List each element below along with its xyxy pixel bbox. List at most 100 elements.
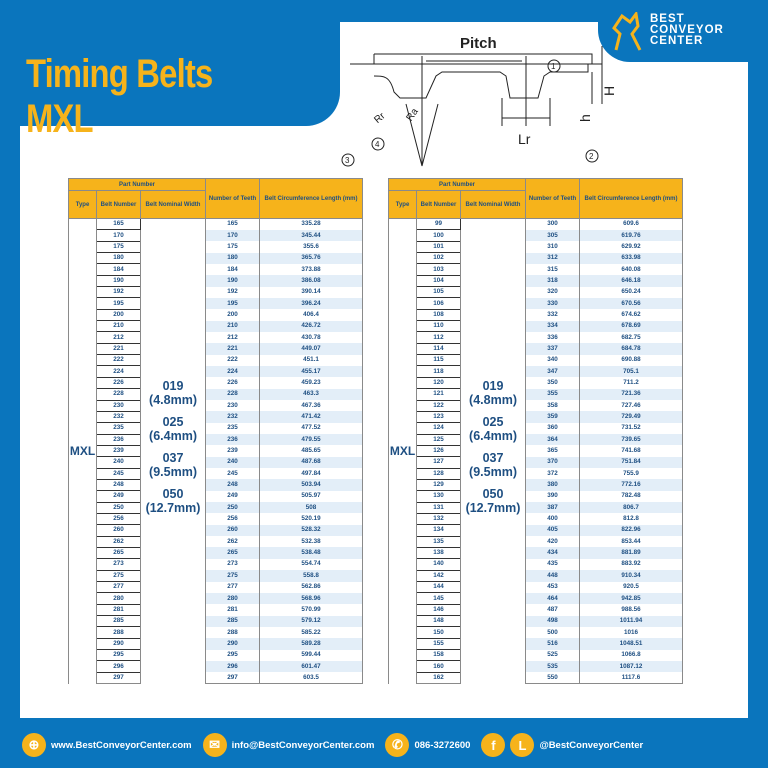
email-link[interactable]: info@BestConveyorCenter.com xyxy=(231,739,375,751)
length-cell: 386.08 xyxy=(259,275,363,287)
table-row: 102 312 633.98 xyxy=(389,252,683,265)
length-cell: 568.96 xyxy=(259,592,363,605)
belt-number-cell: 212 xyxy=(96,331,141,344)
belt-number-cell: 224 xyxy=(96,365,141,378)
belt-table-left: Part Number Number of Teeth Belt Circumf… xyxy=(67,178,363,685)
website-link[interactable]: www.BestConveyorCenter.com xyxy=(51,739,192,751)
teeth-cell: 245 xyxy=(205,468,261,480)
length-cell: 684.78 xyxy=(579,343,683,355)
length-cell: 633.98 xyxy=(579,252,683,264)
belt-number-cell: 124 xyxy=(416,422,461,435)
length-cell: 822.96 xyxy=(579,524,683,537)
length-cell: 751.84 xyxy=(579,456,683,469)
teeth-cell: 550 xyxy=(525,672,581,685)
belt-number-cell: 184 xyxy=(96,263,141,276)
belt-number-cell: 120 xyxy=(416,376,461,390)
width-option: 037 (9.5mm) xyxy=(469,451,517,480)
header-part-number: Part Number xyxy=(67,178,207,191)
length-cell: 477.52 xyxy=(259,422,363,435)
length-cell: 503.94 xyxy=(259,479,363,491)
length-cell: 682.75 xyxy=(579,331,683,344)
length-cell: 782.48 xyxy=(579,490,683,503)
teeth-cell: 387 xyxy=(525,502,581,514)
header-nominal-width: Belt Nominal Width xyxy=(459,190,527,219)
teeth-cell: 405 xyxy=(525,524,581,537)
table-row: 222 222 451.1 xyxy=(69,354,363,367)
table-row: 232 232 471.42 xyxy=(69,410,363,424)
h-label: h xyxy=(577,114,593,122)
teeth-cell: 453 xyxy=(525,581,581,593)
belt-number-cell: 122 xyxy=(416,399,461,412)
table-row: 240 240 487.68 xyxy=(69,456,363,469)
belt-number-cell: 135 xyxy=(416,535,461,548)
pitch-label: Pitch xyxy=(460,36,497,52)
table-row: 146 487 988.56 xyxy=(389,603,683,617)
length-cell: 1048.51 xyxy=(579,638,683,650)
teeth-cell: 226 xyxy=(205,377,261,389)
length-cell: 705.1 xyxy=(579,365,683,378)
header-teeth: Number of Teeth xyxy=(525,178,581,219)
length-cell: 1066.8 xyxy=(579,649,683,661)
table-row: 190 190 386.08 xyxy=(69,274,363,288)
belt-number-cell: 108 xyxy=(416,308,461,322)
teeth-cell: 210 xyxy=(205,320,261,332)
length-cell: 508 xyxy=(259,502,363,514)
teeth-cell: 390 xyxy=(525,490,581,503)
length-cell: 471.42 xyxy=(259,411,363,423)
width-option: 025 (6.4mm) xyxy=(469,415,517,444)
width-option: 019 (4.8mm) xyxy=(149,379,197,408)
belt-profile-diagram: Pitch Lr h H Rr Ra 1 2 3 4 xyxy=(341,36,617,167)
length-cell: 1117.6 xyxy=(579,672,683,685)
length-cell: 459.23 xyxy=(259,377,363,389)
teeth-cell: 355 xyxy=(525,388,581,400)
belt-number-cell: 129 xyxy=(416,478,461,492)
header-part-number: Part Number xyxy=(387,178,527,191)
nominal-width-cell: 019 (4.8mm) 025 (6.4mm) 037 (9.5mm) 050 (12.7mm… xyxy=(459,218,527,684)
facebook-icon[interactable]: f xyxy=(481,733,506,757)
phone-number[interactable]: 086-3272600 xyxy=(414,739,471,751)
table-row: 122 358 727.46 xyxy=(389,399,683,412)
teeth-cell: 195 xyxy=(205,297,261,310)
length-cell: 721.36 xyxy=(579,388,683,400)
social-handle[interactable]: @BestConveyorCenter xyxy=(539,739,644,751)
belt-number-cell: 295 xyxy=(96,649,141,662)
table-row: 175 175 355.6 xyxy=(69,240,363,254)
table-row: MXL 99 019 (4.8mm) 025 (6.4mm) 037 (9.5mm) 050 (1… xyxy=(388,217,683,684)
belt-number-cell: 145 xyxy=(416,592,461,605)
teeth-cell: 236 xyxy=(205,434,261,446)
length-cell: 1011.94 xyxy=(579,615,683,627)
header-belt-number: Belt Number xyxy=(96,190,141,219)
belt-number-cell: 128 xyxy=(416,467,461,480)
table-row: 125 364 739.65 xyxy=(389,433,683,446)
title-banner: Timing Belts MXL xyxy=(0,0,340,141)
teeth-cell: 372 xyxy=(525,468,581,480)
length-cell: 690.88 xyxy=(579,354,683,366)
length-cell: 1087.12 xyxy=(579,660,683,673)
table-row: 145 464 942.85 xyxy=(389,592,683,605)
table-row: MXL 165 019 (4.8mm) 025 (6.4mm) 037 (9.5mm) 050(… xyxy=(68,217,363,684)
length-cell: 910.34 xyxy=(579,570,683,582)
belt-number-cell: 285 xyxy=(96,615,141,628)
type-cell: MXL xyxy=(68,218,97,684)
teeth-cell: 248 xyxy=(205,479,261,491)
length-cell: 505.97 xyxy=(259,490,363,503)
table-row: 281 281 570.99 xyxy=(69,603,363,617)
table-row: 105 320 650.24 xyxy=(389,286,683,299)
logo-icon xyxy=(612,12,642,51)
teeth-cell: 364 xyxy=(525,434,581,446)
length-cell: 609.6 xyxy=(579,218,683,230)
belt-number-cell: 138 xyxy=(416,546,461,560)
table-row: 150 500 1016 xyxy=(389,626,683,639)
teeth-cell: 370 xyxy=(525,456,581,469)
belt-number-cell: 150 xyxy=(416,626,461,639)
teeth-cell: 170 xyxy=(205,229,261,242)
belt-number-cell: 288 xyxy=(96,626,141,639)
table-row: 250 250 508 xyxy=(69,501,363,514)
length-cell: 650.24 xyxy=(579,286,683,298)
table-row: 108 332 674.62 xyxy=(389,308,683,322)
line-icon[interactable]: L xyxy=(510,733,535,757)
table-row: 126 365 741.68 xyxy=(389,444,683,458)
teeth-cell: 230 xyxy=(205,400,261,412)
teeth-cell: 310 xyxy=(525,241,581,253)
table-row: 115 340 690.88 xyxy=(389,354,683,367)
